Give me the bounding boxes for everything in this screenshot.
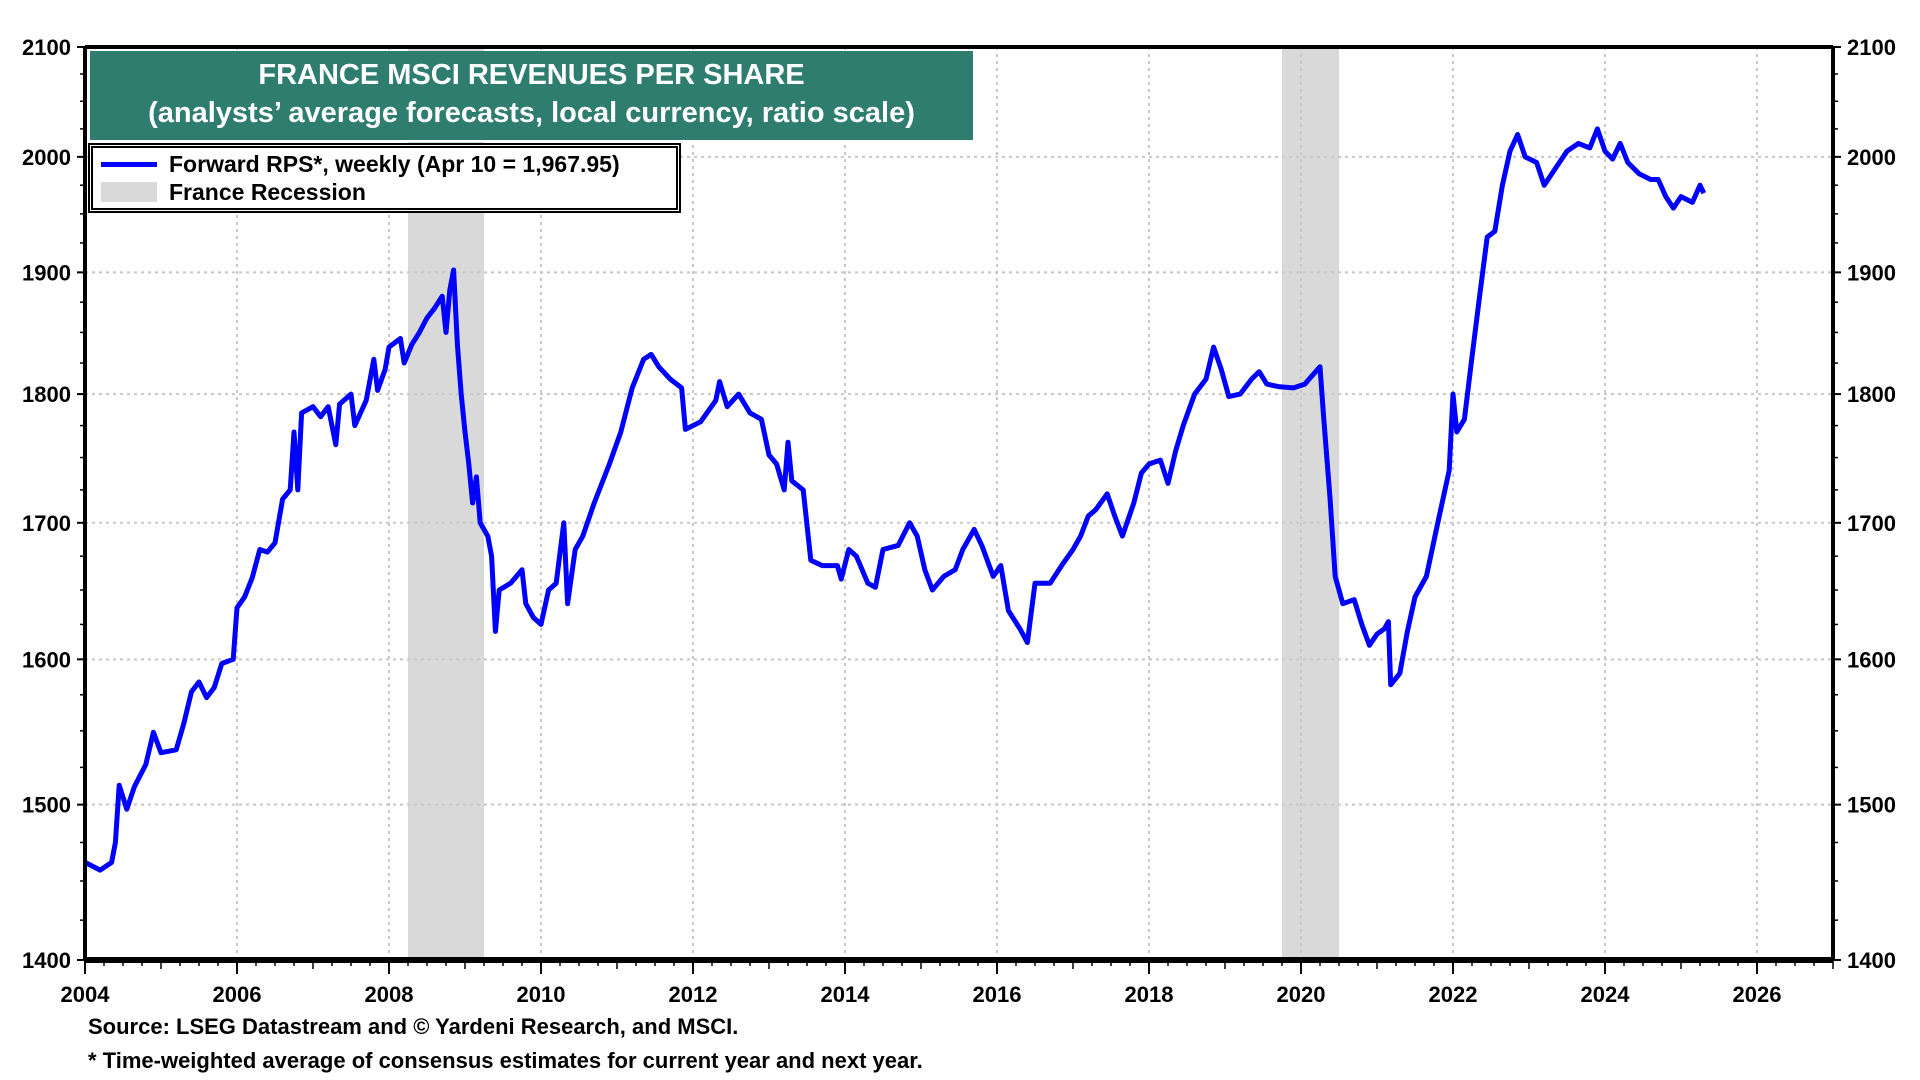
chart-title: FRANCE MSCI REVENUES PER SHARE <box>258 59 805 91</box>
y-tick-label-right: 2000 <box>1847 145 1896 170</box>
y-tick-label-right: 2100 <box>1847 35 1896 60</box>
y-tick-label-left: 1700 <box>22 511 71 536</box>
footnote: * Time-weighted average of consensus est… <box>88 1048 923 1073</box>
y-tick-label-left: 1400 <box>22 948 71 973</box>
axes <box>77 45 1841 974</box>
legend-label: Forward RPS*, weekly (Apr 10 = 1,967.95) <box>169 150 620 177</box>
x-tick-label: 2016 <box>973 982 1022 1007</box>
gridlines <box>85 47 1833 960</box>
y-tick-label-right: 1400 <box>1847 948 1896 973</box>
y-tick-label-right: 1900 <box>1847 260 1896 285</box>
x-tick-label: 2014 <box>821 982 871 1007</box>
source-note: Source: LSEG Datastream and © Yardeni Re… <box>88 1014 739 1039</box>
x-tick-label: 2004 <box>61 982 111 1007</box>
x-tick-label: 2026 <box>1733 982 1782 1007</box>
y-tick-label-left: 2100 <box>22 35 71 60</box>
y-tick-label-right: 1500 <box>1847 793 1896 818</box>
legend: Forward RPS*, weekly (Apr 10 = 1,967.95)… <box>91 146 678 210</box>
y-tick-label-left: 1800 <box>22 382 71 407</box>
y-tick-label-right: 1800 <box>1847 382 1896 407</box>
chart-title-box: FRANCE MSCI REVENUES PER SHARE (analysts… <box>90 51 973 142</box>
x-tick-label: 2006 <box>213 982 262 1007</box>
x-tick-label: 2024 <box>1581 982 1631 1007</box>
x-tick-label: 2020 <box>1277 982 1326 1007</box>
y-tick-label-right: 1700 <box>1847 511 1896 536</box>
y-tick-label-left: 1900 <box>22 260 71 285</box>
legend-label: France Recession <box>169 178 366 205</box>
x-tick-label: 2018 <box>1125 982 1174 1007</box>
y-tick-label-left: 1500 <box>22 793 71 818</box>
chart-subtitle: (analysts’ average forecasts, local curr… <box>148 97 915 129</box>
y-tick-label-left: 2000 <box>22 145 71 170</box>
tick-labels: 1400 1400 1500 1500 1600 1600 1700 1700 1800 1800… <box>22 35 1896 1007</box>
x-tick-label: 2010 <box>517 982 566 1007</box>
legend-shade-swatch <box>101 182 157 202</box>
y-tick-label-left: 1600 <box>22 647 71 672</box>
series-layer <box>83 126 1707 873</box>
y-tick-label-right: 1600 <box>1847 647 1896 672</box>
x-tick-label: 2008 <box>365 982 414 1007</box>
legend-line-swatch <box>101 161 157 167</box>
series-line-forward-rps <box>83 126 1707 873</box>
x-tick-label: 2022 <box>1429 982 1478 1007</box>
legend-item-forward-rps: Forward RPS*, weekly (Apr 10 = 1,967.95) <box>101 150 620 178</box>
x-tick-label: 2012 <box>669 982 718 1007</box>
legend-item-recession: France Recession <box>101 178 366 206</box>
